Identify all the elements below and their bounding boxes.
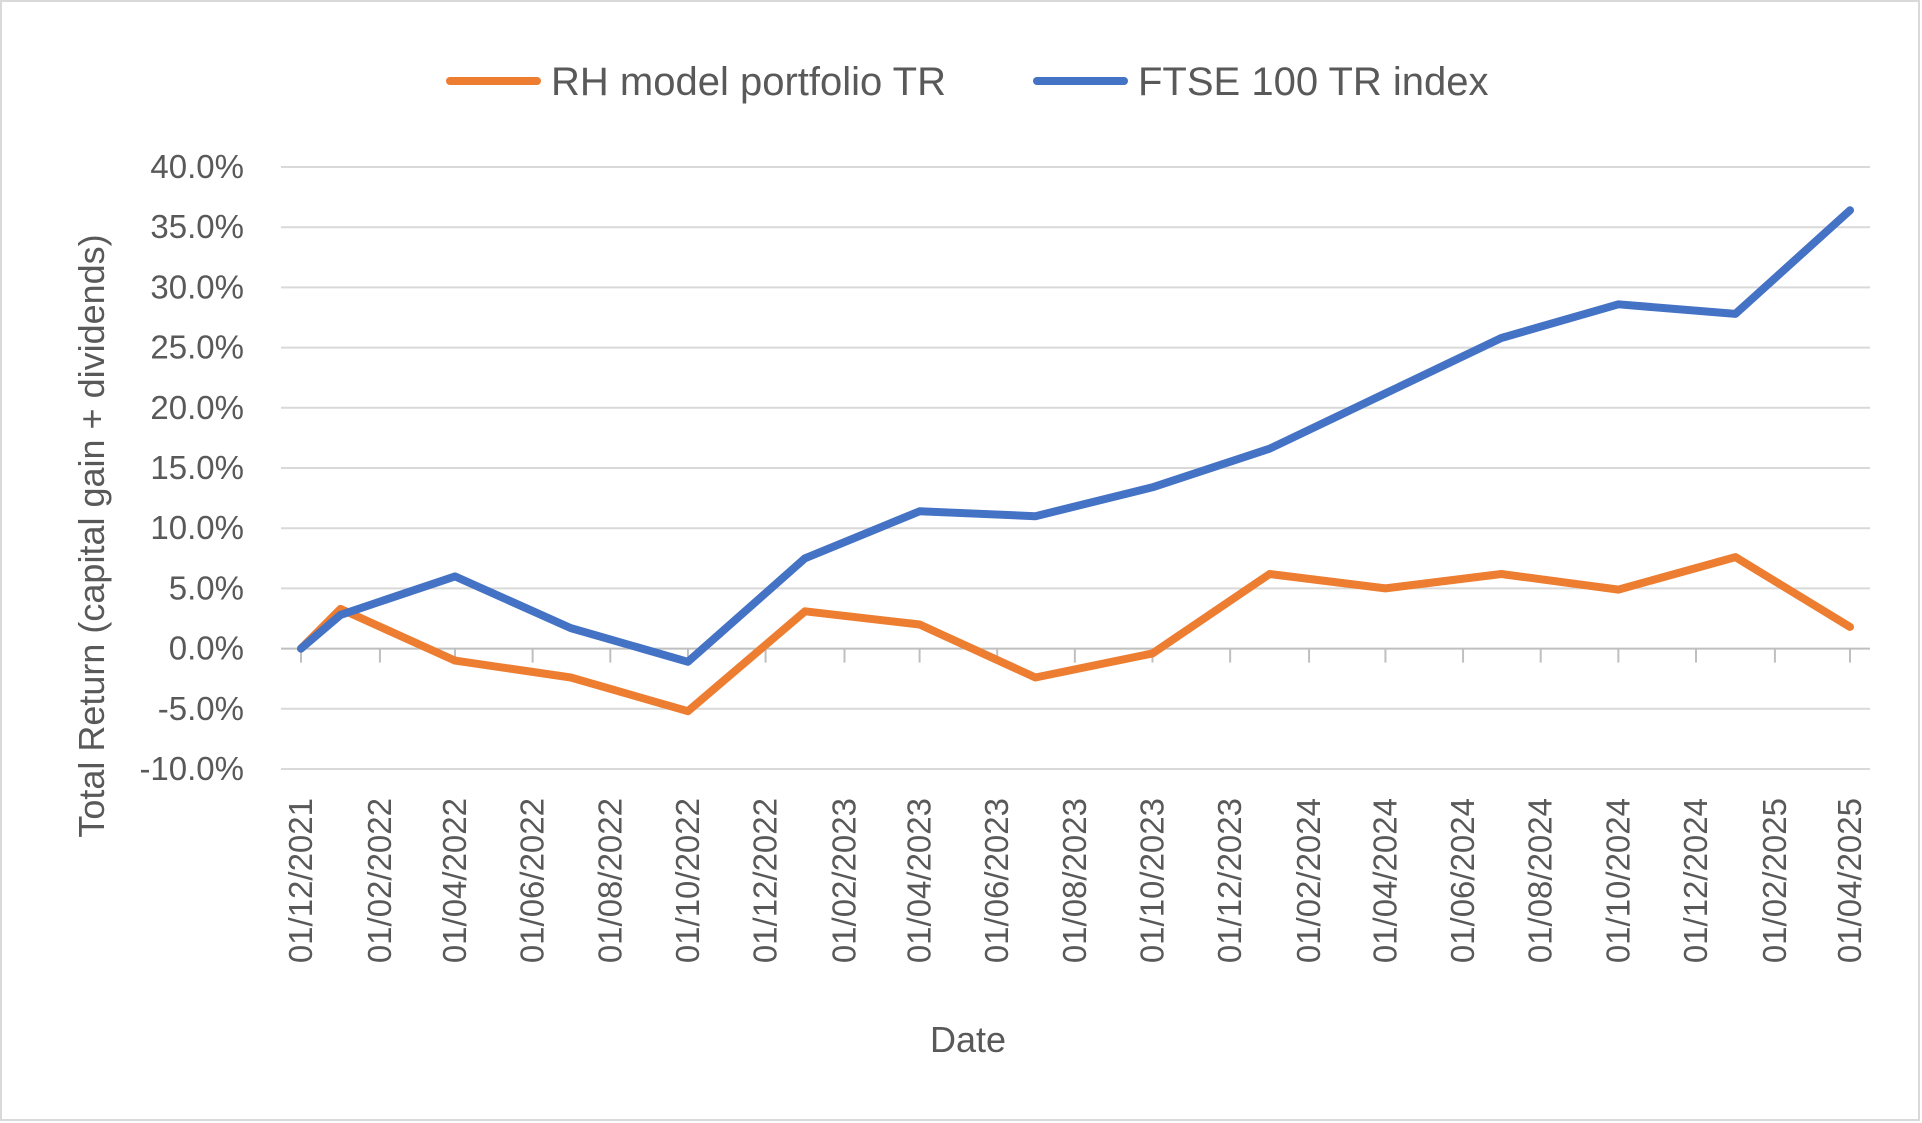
x-tick-label: 01/06/2022 [514,798,551,963]
legend-label-2: FTSE 100 TR index [1138,60,1489,104]
x-tick-label: 01/10/2023 [1134,798,1171,963]
x-tick-label: 01/02/2022 [361,798,398,963]
x-tick-label: 01/08/2023 [1056,798,1093,963]
gridlines [281,166,1870,770]
y-tick-label: 40.0% [150,148,244,185]
series-line-2 [297,206,1854,666]
x-tick-label: 01/06/2023 [978,798,1015,963]
legend-label-1: RH model portfolio TR [551,60,946,104]
x-tick-label: 01/02/2023 [825,798,862,963]
x-tick-label: 01/10/2022 [669,798,706,963]
y-tick-label: 0.0% [169,630,244,667]
x-axis-title: Date [930,1019,1006,1060]
x-tick-label: 01/02/2025 [1756,798,1793,963]
y-tick-label: 25.0% [150,329,244,366]
y-axis-tick-labels: 40.0% 35.0% 30.0% 25.0% 20.0% 15.0% 10.0% 5.0% 0… [139,148,244,787]
x-tick-label: 01/06/2024 [1444,798,1481,963]
x-tick-label: 01/04/2023 [901,798,938,963]
y-tick-label: -10.0% [139,750,244,787]
axes [281,647,1870,663]
x-tick-label: 01/10/2024 [1599,798,1636,963]
x-tick-label: 01/08/2024 [1522,798,1559,963]
x-tick-label: 01/04/2025 [1831,798,1868,963]
y-tick-label: 20.0% [150,389,244,426]
y-tick-label: 15.0% [150,449,244,486]
x-tick-label: 01/12/2023 [1211,798,1248,963]
y-tick-label: 10.0% [150,509,244,546]
legend: RH model portfolio TR FTSE 100 TR index [446,60,1489,104]
x-tick-label: 01/12/2024 [1677,798,1714,963]
series-lines [297,206,1854,716]
x-tick-label: 01/12/2022 [747,798,784,963]
y-axis-title: Total Return (capital gain + dividends) [71,234,112,837]
y-tick-label: 5.0% [169,569,244,606]
y-tick-label: 30.0% [150,268,244,305]
x-tick-label: 01/04/2022 [436,798,473,963]
y-tick-label: -5.0% [158,690,244,727]
series-line-1 [297,553,1854,716]
x-tick-label: 01/12/2021 [282,798,319,963]
x-tick-label: 01/08/2022 [591,798,628,963]
y-tick-label: 35.0% [150,208,244,245]
x-tick-label: 01/04/2024 [1366,798,1403,963]
x-tick-label: 01/02/2024 [1290,798,1327,963]
x-axis-tick-labels: 01/12/2021 01/02/2022 01/04/2022 01/06/2022… [282,798,1868,963]
